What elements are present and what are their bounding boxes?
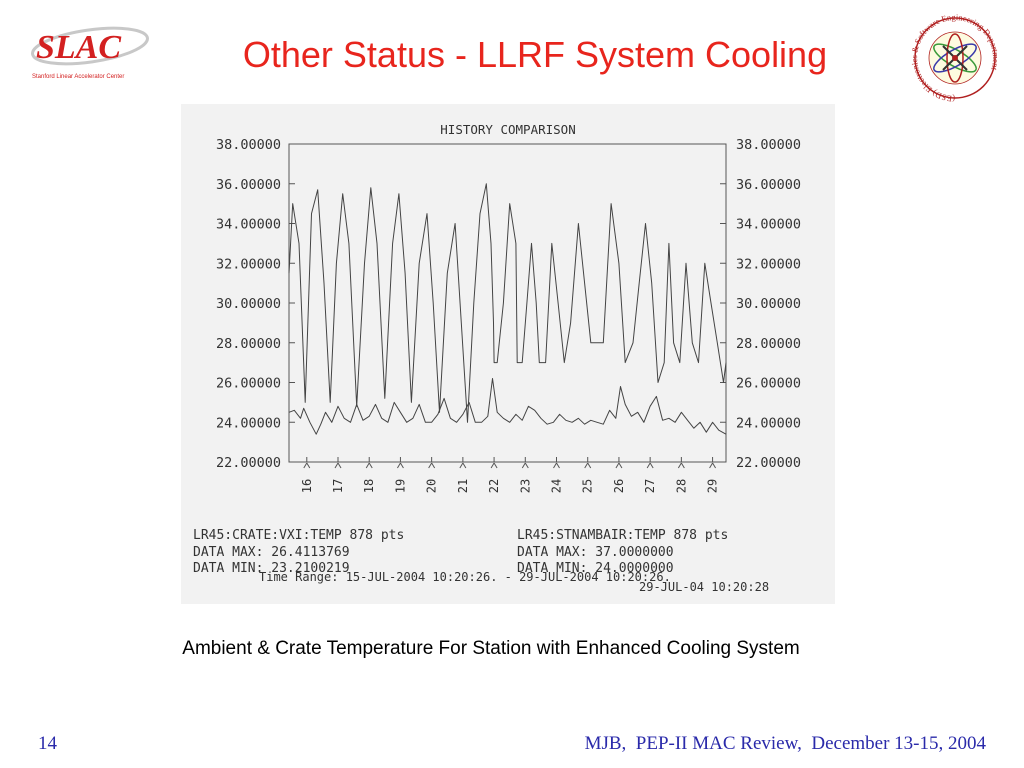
chart-title: HISTORY COMPARISON — [440, 122, 575, 137]
x-tick-arrow-right — [337, 462, 342, 469]
x-tick-arrow-left — [334, 462, 339, 469]
legend-crate-name: LR45:CRATE:VXI:TEMP 878 pts — [193, 528, 404, 543]
x-tick-arrow-left — [615, 462, 620, 469]
legend-ambient-min: 24.0000000 — [595, 561, 673, 576]
slide-title: Other Status - LLRF System Cooling — [242, 34, 828, 75]
x-tick-label: 27 — [643, 479, 657, 493]
x-tick-arrow-right — [618, 462, 623, 469]
x-tick-arrow-right — [368, 462, 373, 469]
plot-frame — [288, 143, 727, 463]
y-tick-label-right: 28.00000 — [736, 336, 801, 352]
x-tick-arrow-right — [400, 462, 404, 469]
legend-ambient-name: LR45:STNAMBAIR:TEMP 878 pts — [517, 528, 728, 543]
x-tick-label: 16 — [300, 479, 314, 493]
x-tick-arrow-left — [397, 462, 401, 469]
x-tick-arrow-right — [431, 462, 436, 469]
x-tick-arrow-left — [553, 462, 557, 469]
x-tick-label: 25 — [581, 479, 595, 493]
time-range: Time Range: 15-JUL-2004 10:20:26. - 29-J… — [259, 570, 671, 584]
x-tick-arrow-right — [306, 462, 311, 469]
legend-crate-min-label: DATA MIN: 23.2100219 — [193, 561, 350, 576]
x-tick-arrow-right — [556, 462, 560, 469]
x-tick-label: 22 — [487, 479, 501, 493]
x-tick-arrow-right — [680, 462, 685, 469]
y-tick-label-right: 30.00000 — [736, 296, 801, 312]
x-tick-arrow-right — [649, 462, 654, 469]
y-tick-label-left: 30.00000 — [216, 296, 281, 312]
x-tick-label: 23 — [518, 479, 532, 493]
y-tick-label-left: 38.00000 — [216, 137, 281, 153]
legend-crate-max-label: DATA MAX: 26.4113769 — [193, 545, 350, 560]
y-tick-label-right: 26.00000 — [736, 376, 801, 392]
x-tick-label: 20 — [425, 479, 439, 493]
x-tick-label: 28 — [674, 479, 688, 493]
series-ambient-line — [288, 183, 727, 423]
x-tick-arrow-left — [521, 462, 526, 469]
x-tick-arrow-left — [428, 462, 433, 469]
x-tick-label: 21 — [456, 479, 470, 493]
x-tick-label: 26 — [612, 479, 626, 493]
figure-caption: Ambient & Crate Temperature For Station … — [182, 638, 800, 659]
x-tick-label: 19 — [393, 479, 407, 493]
x-tick-label: 18 — [362, 479, 376, 493]
y-tick-label-left: 34.00000 — [216, 217, 281, 233]
y-tick-label-left: 32.00000 — [216, 256, 281, 272]
x-tick-arrow-right — [712, 462, 717, 469]
y-tick-label-right: 38.00000 — [736, 137, 801, 153]
x-tick-arrow-right — [524, 462, 529, 469]
y-tick-label-right: 32.00000 — [736, 256, 801, 272]
x-tick-arrow-left — [709, 462, 714, 469]
x-tick-arrow-left — [459, 462, 464, 469]
x-tick-arrow-right — [493, 462, 498, 469]
footer-credit: MJB, PEP-II MAC Review, December 13-15, … — [584, 733, 986, 754]
x-tick-arrow-right — [462, 462, 467, 469]
legend-ambient-max-label: DATA MAX: 37.0000000 — [517, 545, 674, 560]
x-tick-arrow-left — [303, 462, 308, 469]
x-tick-label: 24 — [550, 479, 564, 493]
y-tick-label-right: 24.00000 — [736, 415, 801, 431]
legend-crate-min: 23.2100219 — [271, 561, 349, 576]
y-tick-label-left: 22.00000 — [216, 455, 281, 471]
x-tick-arrow-left — [677, 462, 682, 469]
y-tick-label-left: 36.00000 — [216, 177, 281, 193]
series-crate-line — [288, 378, 727, 435]
x-tick-arrow-left — [490, 462, 495, 469]
legend-crate-max: 26.4113769 — [271, 545, 349, 560]
x-tick-arrow-left — [365, 462, 370, 469]
slac-logo-text: SLAC — [36, 29, 121, 66]
slac-logo-subtext: Stanford Linear Accelerator Center — [32, 74, 124, 80]
x-tick-label: 17 — [331, 479, 345, 493]
slac-logo: SLAC Stanford Linear Accelerator Center — [31, 26, 149, 80]
slide-number: 14 — [38, 733, 57, 754]
esd-logo: (ESD) Electronics & Software Engineering… — [909, 12, 1001, 102]
history-comparison-chart: HISTORY COMPARISON 38.00000 36.00000 34.00… — [193, 122, 801, 594]
timestamp: 29-JUL-04 10:20:28 — [639, 580, 769, 594]
x-tick-arrow-right — [587, 462, 592, 469]
y-tick-label-right: 22.00000 — [736, 455, 801, 471]
y-tick-label-right: 36.00000 — [736, 177, 801, 193]
chart-panel: HISTORY COMPARISON 38.00000 36.00000 34.00… — [181, 104, 835, 604]
x-tick-arrow-left — [584, 462, 589, 469]
x-tick-arrow-left — [646, 462, 651, 469]
legend-ambient-max: 37.0000000 — [595, 545, 673, 560]
legend-ambient-min-label: DATA MIN: 24.0000000 — [517, 561, 674, 576]
y-tick-label-left: 28.00000 — [216, 336, 281, 352]
y-tick-label-left: 26.00000 — [216, 376, 281, 392]
x-tick-label: 29 — [706, 479, 720, 493]
y-tick-label-right: 34.00000 — [736, 217, 801, 233]
y-tick-label-left: 24.00000 — [216, 415, 281, 431]
